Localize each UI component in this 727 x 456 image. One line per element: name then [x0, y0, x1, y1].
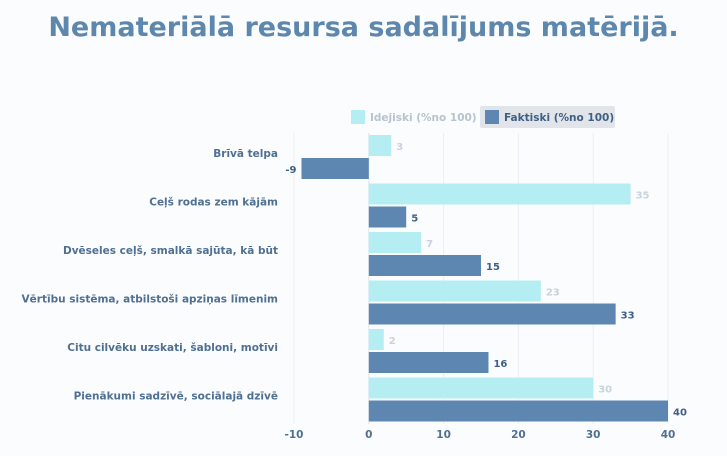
bar-faktiski: [301, 158, 369, 179]
bar-faktiski: [368, 255, 481, 276]
x-tick-label: -10: [285, 429, 304, 441]
bar-idejiski: [368, 377, 594, 399]
bar-faktiski: [368, 303, 616, 325]
bar-idejiski: [368, 280, 541, 302]
bar-faktiski: [368, 400, 668, 422]
bar-idejiski: [368, 232, 422, 253]
legend-swatch-faktiski: [485, 110, 499, 124]
data-label-idejiski: 2: [389, 336, 396, 347]
x-tick-label: 0: [365, 429, 372, 441]
category-label: Brīvā telpa: [213, 148, 278, 160]
category-label: Dvēseles ceļš, smalkā sajūta, kā būt: [63, 245, 278, 257]
data-label-idejiski: 30: [598, 385, 612, 396]
data-label-faktiski: 16: [493, 359, 507, 370]
data-label-idejiski: 7: [426, 239, 433, 250]
category-label: Ceļš rodas zem kājām: [149, 197, 278, 209]
category-label: Citu cilvēku uzskati, šabloni, motīvi: [67, 342, 278, 354]
data-label-idejiski: 23: [546, 288, 560, 299]
legend-label-idejiski: Idejiski (%no 100): [370, 112, 477, 124]
bar-faktiski: [368, 352, 489, 373]
legend-swatch-idejiski: [351, 110, 365, 124]
bar-faktiski: [368, 206, 407, 228]
data-label-faktiski: 15: [486, 262, 500, 273]
x-tick-label: 20: [511, 429, 526, 441]
bar-idejiski: [368, 183, 631, 205]
data-label-faktiski: 5: [411, 214, 418, 225]
legend-item-highlight: [480, 106, 615, 128]
x-tick-label: 30: [586, 429, 601, 441]
bar-idejiski: [368, 135, 392, 156]
x-tick-label: 10: [436, 429, 451, 441]
category-label: Vērtību sistēma, atbilstoši apziņas līme…: [22, 294, 279, 306]
data-label-faktiski: 40: [673, 408, 687, 419]
data-label-faktiski: 33: [621, 311, 635, 322]
x-tick-label: 40: [661, 429, 676, 441]
legend-label-faktiski: Faktiski (%no 100): [504, 112, 614, 124]
data-label-faktiski: -9: [285, 165, 296, 176]
data-label-idejiski: 3: [396, 142, 403, 153]
chart-title: Nemateriālā resursa sadalījums matērijā.: [48, 12, 679, 43]
category-label: Pienākumi sadzīvē, sociālajā dzīvē: [74, 391, 278, 403]
bar-idejiski: [368, 329, 384, 350]
data-label-idejiski: 35: [636, 191, 650, 202]
